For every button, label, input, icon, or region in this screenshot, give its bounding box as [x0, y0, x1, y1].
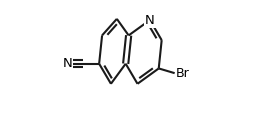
Text: Br: Br — [176, 67, 190, 80]
Text: N: N — [145, 14, 155, 27]
Text: N: N — [62, 57, 72, 70]
